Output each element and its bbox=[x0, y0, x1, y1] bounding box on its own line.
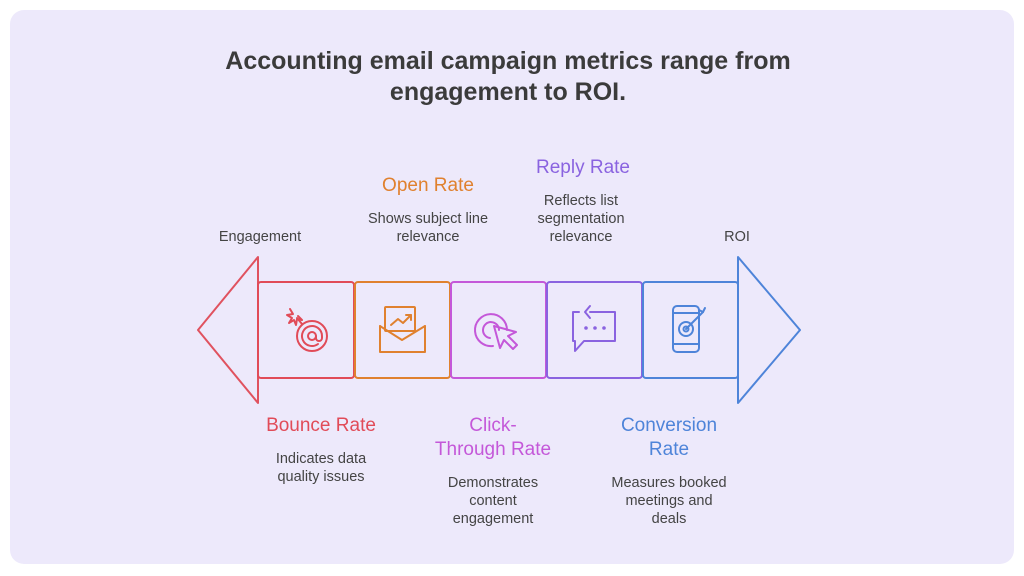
stage-desc-open-rate: Shows subject line relevance bbox=[343, 210, 513, 246]
right-arrow-head bbox=[737, 256, 801, 404]
desc-line: Demonstrates bbox=[447, 475, 539, 491]
stage-desc-bounce-rate: Indicates data quality issues bbox=[236, 450, 406, 486]
left-end-label: Engagement bbox=[218, 229, 302, 245]
stage-title-open-rate: Open Rate bbox=[382, 175, 474, 196]
cursor-click-icon bbox=[474, 313, 518, 350]
title-line: Rate bbox=[648, 439, 690, 460]
title-line-2: engagement to ROI. bbox=[389, 78, 627, 106]
desc-line: Shows subject line bbox=[367, 211, 489, 227]
desc-line: deals bbox=[651, 511, 687, 527]
desc-line: Reflects list bbox=[543, 193, 619, 209]
title-line: Through Rate bbox=[434, 439, 552, 460]
title-line: Click- bbox=[469, 415, 517, 436]
desc-line: segmentation bbox=[537, 211, 625, 227]
chat-reply-icon bbox=[572, 305, 616, 352]
bomb-email-icon bbox=[286, 308, 328, 352]
desc-line: relevance bbox=[396, 229, 460, 245]
title-line: Conversion bbox=[620, 415, 718, 436]
stage-box-bounce-rate bbox=[257, 281, 355, 379]
stage-title-bounce-rate: Bounce Rate bbox=[266, 415, 376, 436]
desc-line: quality issues bbox=[277, 469, 365, 485]
stage-box-conversion-rate bbox=[642, 281, 739, 379]
stage-title-conversion-rate: Conversion Rate bbox=[584, 414, 754, 462]
desc-line: Indicates data bbox=[275, 451, 367, 467]
desc-line: content bbox=[469, 493, 517, 509]
stage-desc-conversion-rate: Measures booked meetings and deals bbox=[584, 474, 754, 528]
desc-line: meetings and bbox=[625, 493, 713, 509]
page-title: Accounting email campaign metrics range … bbox=[150, 46, 866, 108]
desc-line: Measures booked bbox=[611, 475, 727, 491]
right-end-label: ROI bbox=[724, 229, 750, 245]
diagram-card bbox=[10, 10, 1014, 564]
open-envelope-trend-icon bbox=[379, 306, 426, 353]
stage-title-reply-rate: Reply Rate bbox=[536, 157, 630, 178]
stage-desc-click-through-rate: Demonstrates content engagement bbox=[408, 474, 578, 528]
stage-desc-reply-rate: Reflects list segmentation relevance bbox=[496, 192, 666, 246]
stage-title-click-through-rate: Click- Through Rate bbox=[408, 414, 578, 462]
stage-box-reply-rate bbox=[546, 281, 643, 379]
mobile-target-icon bbox=[672, 305, 706, 353]
title-line-1: Accounting email campaign metrics range … bbox=[225, 47, 791, 75]
desc-line: relevance bbox=[549, 229, 613, 245]
left-arrow-head bbox=[197, 256, 259, 404]
desc-line: engagement bbox=[452, 511, 534, 527]
